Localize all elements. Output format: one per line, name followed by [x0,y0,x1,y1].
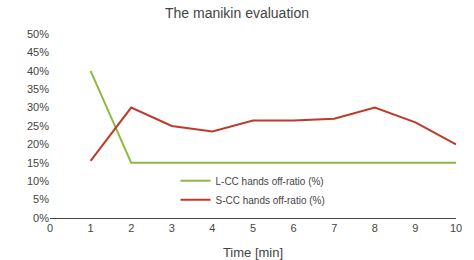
svg-text:10%: 10% [27,175,49,187]
svg-text:L-CC hands off-ratio (%): L-CC hands off-ratio (%) [216,176,324,187]
svg-text:30%: 30% [27,101,49,113]
svg-text:S-CC hands off-ratio (%): S-CC hands off-ratio (%) [216,195,325,206]
svg-text:45%: 45% [27,46,49,58]
svg-text:0%: 0% [33,212,49,224]
svg-text:2: 2 [128,222,134,234]
svg-text:7: 7 [331,222,337,234]
svg-text:15%: 15% [27,157,49,169]
svg-text:10: 10 [450,222,462,234]
svg-text:The manikin evaluation: The manikin evaluation [165,5,309,21]
svg-text:6: 6 [291,222,297,234]
svg-text:50%: 50% [27,28,49,40]
svg-text:9: 9 [412,222,418,234]
svg-text:4: 4 [209,222,215,234]
svg-text:25%: 25% [27,120,49,132]
svg-text:20%: 20% [27,138,49,150]
svg-text:0: 0 [47,222,53,234]
svg-text:Time [min]: Time [min] [223,245,283,260]
svg-text:5%: 5% [33,193,49,205]
svg-text:5: 5 [250,222,256,234]
svg-text:35%: 35% [27,83,49,95]
svg-text:8: 8 [372,222,378,234]
svg-text:1: 1 [88,222,94,234]
svg-text:40%: 40% [27,65,49,77]
svg-text:3: 3 [169,222,175,234]
